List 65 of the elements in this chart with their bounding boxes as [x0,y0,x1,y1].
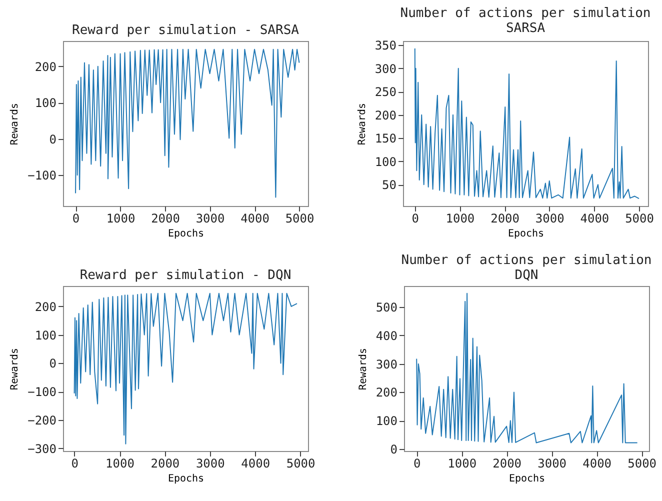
line-series [416,292,638,444]
x-tick-label: 5000 [628,456,657,470]
y-tick-label: 100 [34,96,56,110]
chart-subtitle: SARSA [506,21,546,36]
y-tick-label: 350 [374,38,396,53]
y-tick-label: 100 [376,414,398,428]
x-tick-label: 1000 [106,212,136,226]
chart-title: Number of actions per simulation [401,253,652,268]
x-tick-label: 4000 [241,456,270,470]
y-tick-label: 100 [374,154,396,169]
x-tick-label: 3000 [196,456,225,470]
x-tick-label: 4000 [240,212,270,226]
x-tick-label: 0 [413,456,421,470]
x-tick-label: 0 [412,212,419,226]
x-axis-title: Epochs [508,228,544,240]
x-tick-label: 3000 [535,212,564,226]
y-tick-label: −100 [28,168,56,183]
y-axis-title: Rewards [10,102,21,146]
x-tick-label: 3000 [196,212,225,226]
x-tick-label: 0 [71,456,78,470]
x-tick-label: 2000 [151,212,180,226]
line-series [74,292,298,444]
x-tick-label: 1000 [106,456,134,470]
x-tick-label: 5000 [625,212,654,226]
y-tick-label: 150 [374,132,396,146]
y-tick-label: 200 [374,108,396,122]
x-tick-label: 4000 [580,212,610,226]
chart-title: Number of actions per simulation [400,6,651,22]
x-tick-label: 5000 [286,456,316,470]
chart-title: Reward per simulation - SARSA [72,23,300,38]
y-tick-label: −300 [28,442,56,456]
y-tick-label: 0 [49,356,56,371]
y-tick-label: 200 [376,386,398,400]
x-axis-title: Epochs [508,474,546,484]
y-tick-label: 300 [376,357,398,372]
y-tick-label: 50 [382,178,396,192]
x-tick-label: 4000 [582,456,612,470]
x-tick-label: 2000 [492,456,522,470]
y-tick-label: 250 [374,85,396,100]
chart-subtitle: DQN [514,268,538,283]
x-tick-label: 1000 [448,456,477,470]
y-tick-label: 500 [376,300,398,315]
y-tick-label: −200 [28,414,56,428]
x-tick-label: 3000 [538,456,567,470]
y-tick-label: 0 [49,132,56,146]
line-series [414,48,640,200]
y-axis-title: Rewards [358,348,369,390]
y-axis-title: Rewards [356,102,368,146]
x-tick-label: 1000 [446,212,475,226]
y-tick-label: 400 [376,328,398,343]
y-tick-label: 200 [34,60,56,74]
x-tick-label: 2000 [150,456,180,470]
x-axis-title: Epochs [168,228,204,240]
y-tick-label: 100 [34,328,56,342]
x-axis-title: Epochs [168,474,204,484]
chart-title: Reward per simulation - DQN [80,268,292,283]
y-tick-label: 200 [34,300,56,314]
y-axis-title: Rewards [10,348,21,390]
x-tick-label: 5000 [285,212,314,226]
x-tick-label: 2000 [490,212,520,226]
y-tick-label: 300 [374,62,396,76]
y-tick-label: 0 [390,442,398,457]
y-tick-label: −100 [28,385,56,400]
x-tick-label: 0 [72,212,80,226]
line-series [75,48,300,198]
